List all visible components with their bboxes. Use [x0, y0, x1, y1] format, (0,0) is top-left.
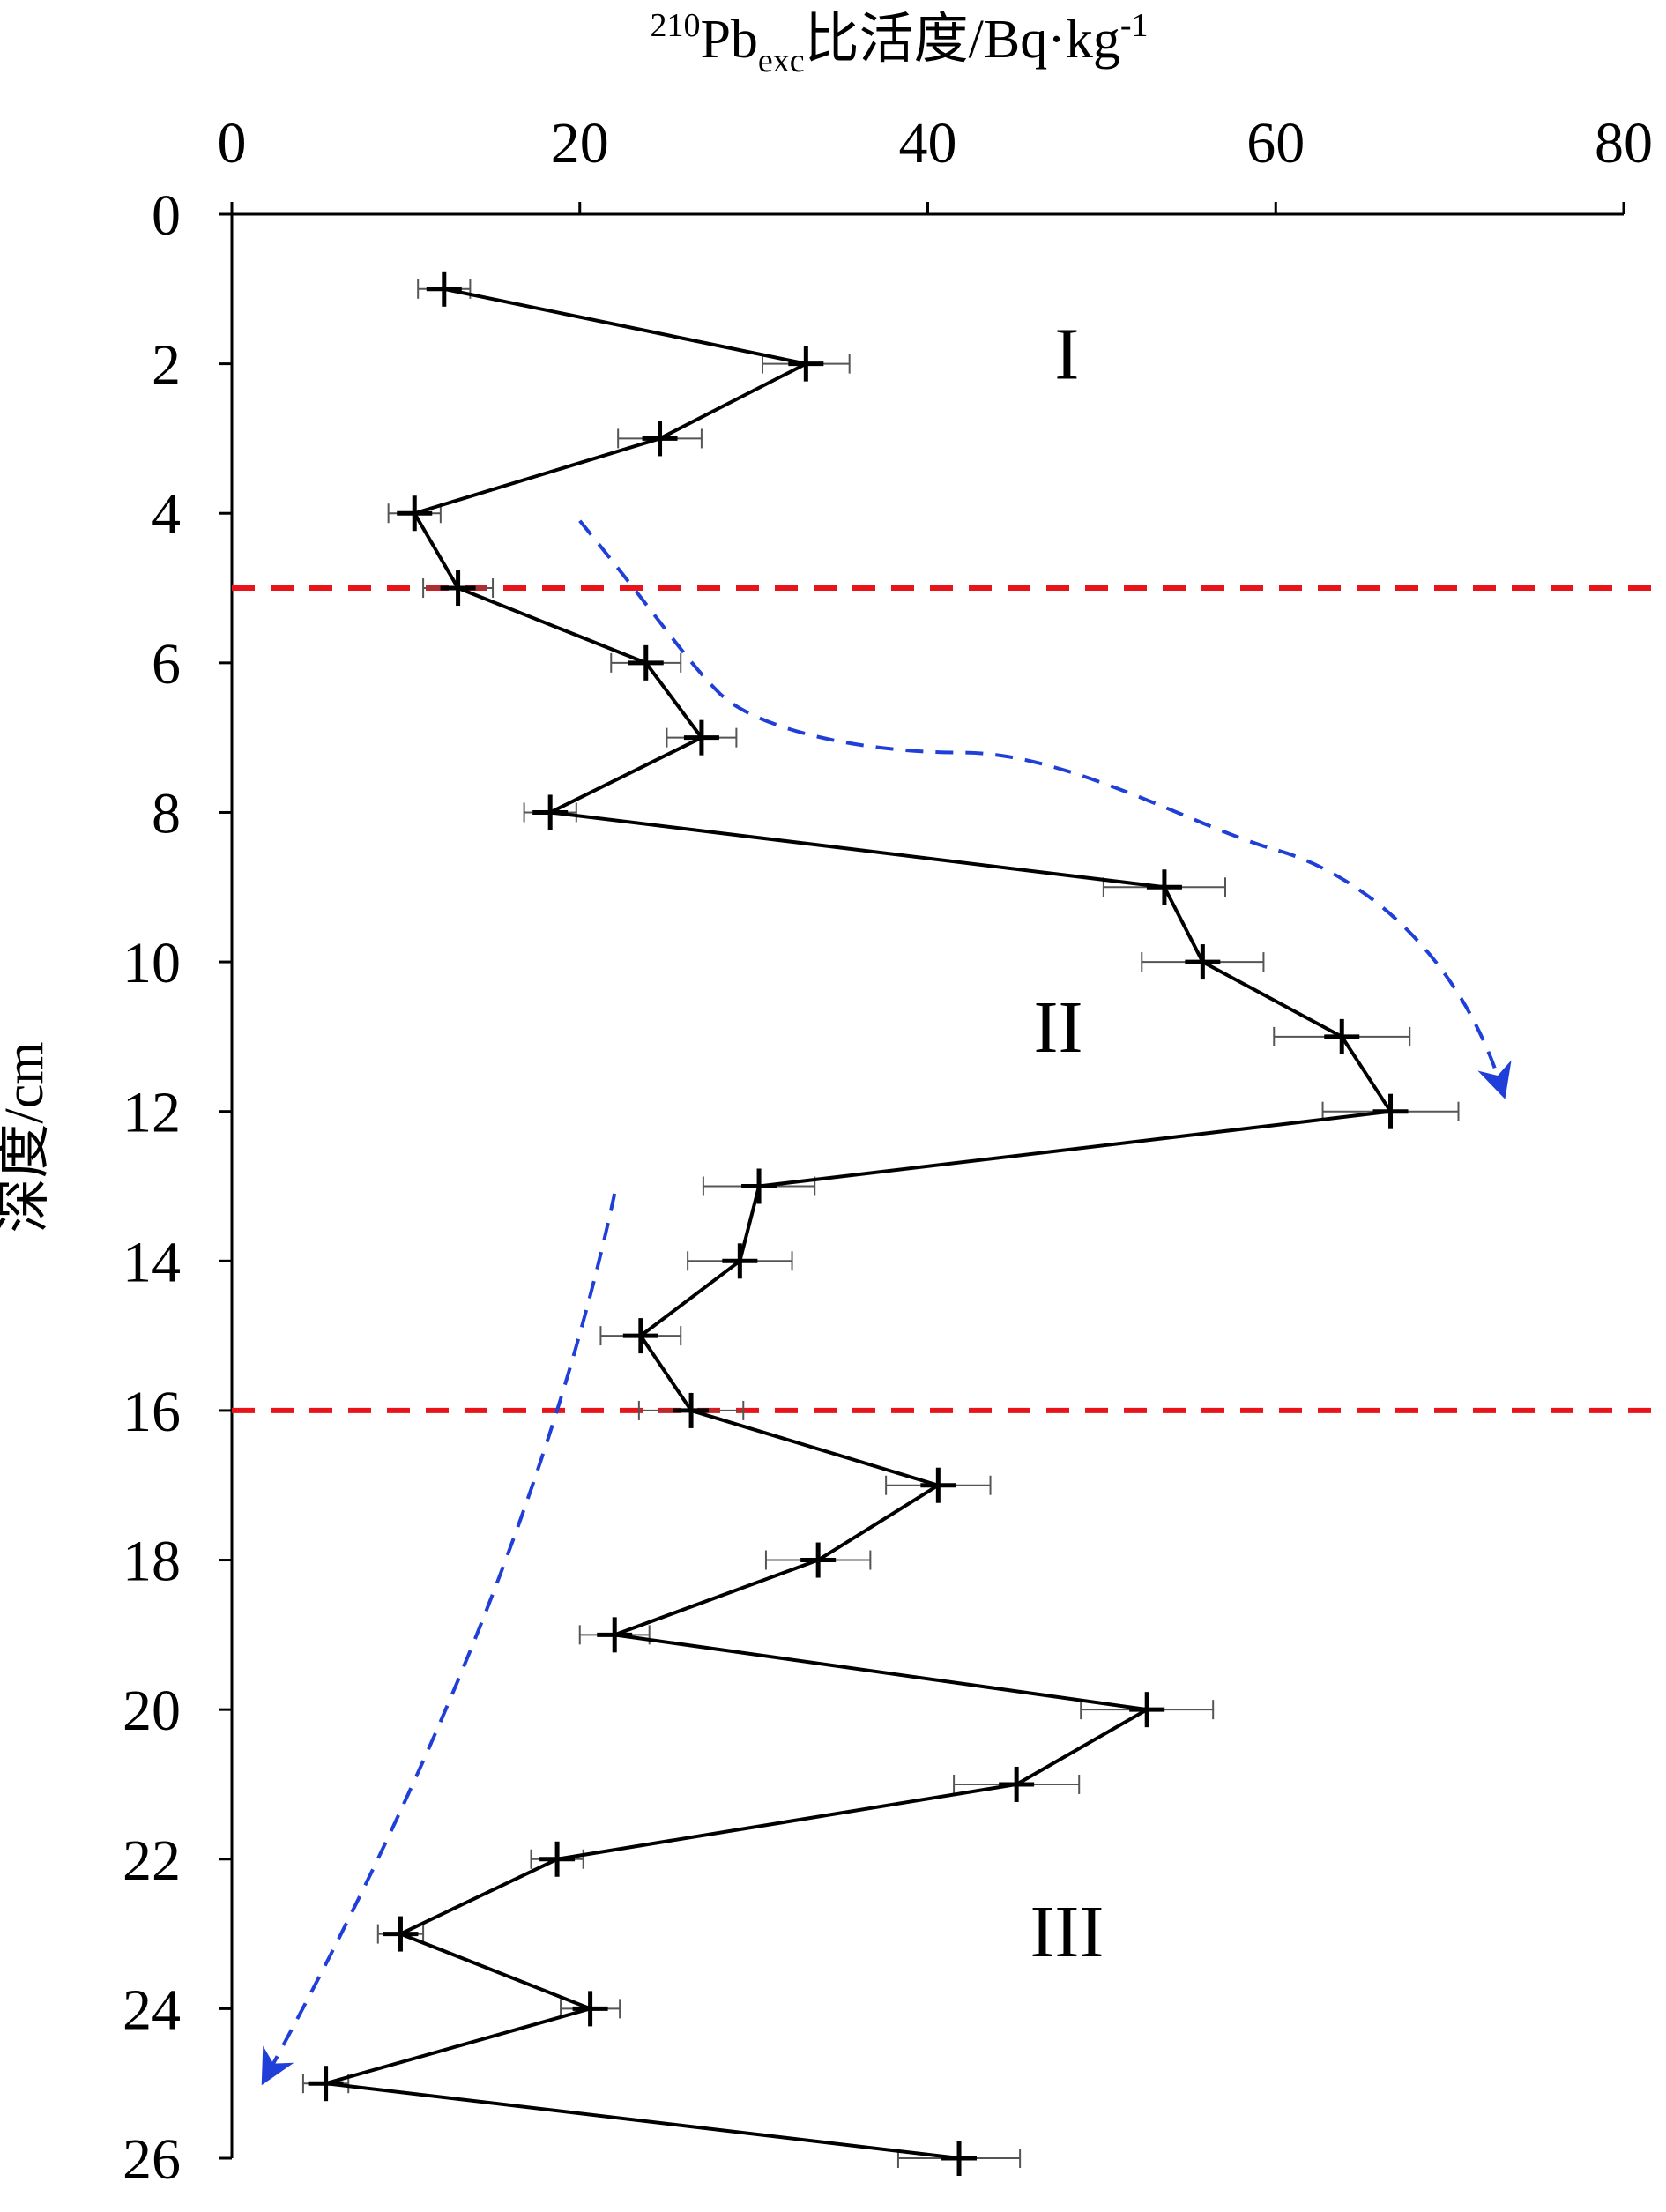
x-title-sub: exc	[758, 42, 805, 79]
x-tick-label: 40	[899, 111, 957, 175]
trend-arrow	[578, 519, 1512, 1099]
y-tick-label: 18	[123, 1530, 181, 1594]
y-tick-label: 20	[123, 1679, 181, 1743]
y-tick-label: 0	[152, 183, 181, 248]
x-tick-label: 0	[218, 111, 247, 175]
y-tick-label: 6	[152, 632, 181, 696]
trend-arrows	[261, 519, 1512, 2086]
zone-label: III	[1030, 1891, 1104, 1973]
y-tick-label: 22	[123, 1828, 181, 1893]
series-line	[324, 287, 1393, 2160]
y-tick-label: 16	[123, 1380, 181, 1444]
y-tick-label: 14	[123, 1230, 181, 1294]
trend-arrow	[261, 1193, 617, 2086]
y-tick-label: 4	[152, 482, 181, 547]
x-title-suffix: 比活度/Bq·kg	[805, 10, 1120, 70]
activity-profile-line	[324, 287, 1393, 2160]
zone-boundaries	[232, 585, 1657, 1413]
data-markers	[308, 271, 1409, 2176]
y-tick-label: 12	[123, 1081, 181, 1145]
y-axis-title: 深度/cm	[0, 1042, 55, 1233]
x-axis-title: 210Pbexc比活度/Bq·kg-1	[650, 7, 1148, 79]
x-tick-label: 20	[551, 111, 609, 175]
zone-label: II	[1034, 987, 1083, 1069]
error-bars	[301, 279, 1460, 2168]
x-title-suffix-sup: -1	[1120, 7, 1149, 44]
y-tick-label: 10	[123, 931, 181, 995]
x-tick-label: 60	[1246, 111, 1305, 175]
zone-label: I	[1054, 314, 1079, 396]
y-tick-label: 2	[152, 333, 181, 398]
y-tick-label: 24	[123, 1977, 181, 2042]
x-tick-label: 80	[1595, 111, 1653, 175]
y-tick-label: 26	[123, 2127, 181, 2192]
x-title-prefix-sup: 210	[650, 7, 700, 44]
y-tick-label: 8	[152, 781, 181, 845]
x-axis-ticks: 0 20 40 60 80	[218, 111, 1653, 214]
x-title-main: Pb	[700, 10, 757, 70]
